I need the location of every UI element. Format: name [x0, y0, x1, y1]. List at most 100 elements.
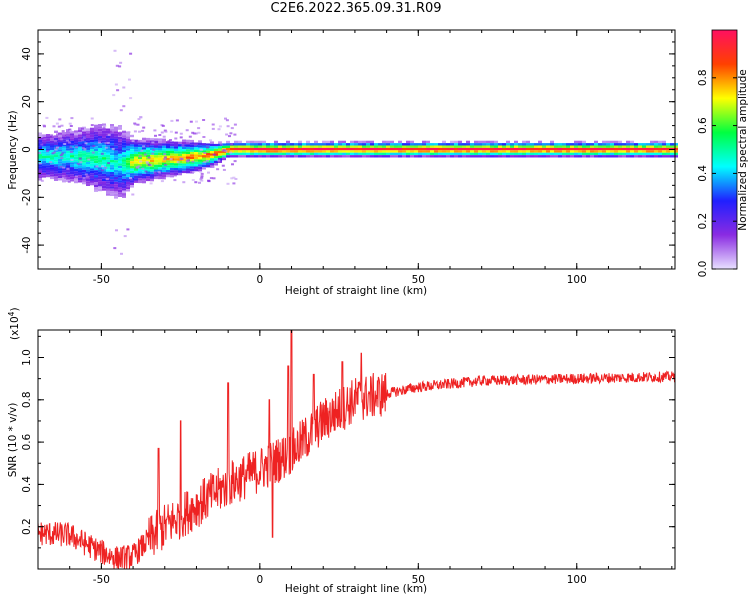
spectrogram-cell	[74, 173, 78, 176]
spectrogram-cell	[234, 143, 238, 146]
spectrogram-cell	[542, 143, 546, 146]
spectrogram-cell	[350, 152, 354, 156]
spectrogram-cell	[78, 158, 82, 161]
spectrogram-cell	[146, 178, 150, 182]
spectrogram-cell	[366, 143, 370, 146]
spectrogram-cell	[250, 155, 254, 158]
spectrogram-cell	[106, 157, 110, 160]
spectrogram-cell	[58, 149, 62, 152]
spectrogram-cell	[138, 159, 142, 162]
spectrogram-cell	[290, 155, 294, 158]
spectrogram-cell	[398, 143, 402, 146]
spectrogram-cell	[106, 181, 110, 184]
spectrogram-cell	[90, 127, 94, 131]
spectrogram-noise-cell	[107, 133, 111, 136]
spectrogram-cell	[382, 152, 386, 156]
spectrogram-cell	[114, 141, 118, 144]
spectrogram-noise-cell	[69, 150, 73, 153]
spectrogram-cell	[190, 142, 194, 145]
spectrogram-cell	[194, 142, 198, 145]
spectrogram-noise-cell	[131, 193, 135, 196]
spectrogram-cell	[346, 150, 350, 153]
spectrogram-cell	[138, 175, 142, 179]
spectrogram-cell	[478, 150, 482, 153]
spectrogram-cell	[202, 145, 206, 148]
spectrogram-cell	[426, 150, 430, 153]
spectrogram-cell	[434, 147, 438, 151]
spectrogram-cell	[78, 165, 82, 169]
spectrogram-cell	[482, 140, 486, 144]
spectrogram-cell	[122, 154, 126, 158]
spectrogram-cell	[70, 162, 74, 165]
spectrogram-cell	[466, 143, 470, 146]
spectrogram-cell	[102, 181, 106, 184]
spectrogram-noise-cell	[160, 180, 164, 183]
spectrogram-cell	[382, 140, 386, 144]
spectrogram-noise-cell	[95, 165, 99, 168]
spectrogram-cell	[674, 152, 678, 156]
spectrogram-cell	[170, 167, 174, 171]
spectrogram-cell	[354, 140, 358, 144]
spectrogram-cell	[134, 161, 138, 164]
spectrogram-cell	[450, 147, 454, 151]
spectrogram-cell	[102, 137, 106, 141]
spectrogram-cell	[270, 152, 274, 156]
spectrogram-cell	[130, 175, 134, 178]
spectrogram-cell	[506, 145, 510, 148]
spectrogram-cell	[518, 152, 522, 156]
spectrogram-cell	[102, 159, 106, 162]
spectrogram-cell	[126, 150, 130, 154]
spectrogram-cell	[550, 143, 554, 146]
spectrogram-noise-cell	[192, 132, 196, 135]
spectrogram-cell	[386, 155, 390, 158]
spectrogram-cell	[654, 155, 658, 158]
spectrogram-cell	[650, 155, 654, 158]
spectrogram-cell	[186, 151, 190, 155]
spectrogram-cell	[150, 138, 154, 141]
spectrogram-cell	[346, 155, 350, 158]
spectrogram-cell	[150, 169, 154, 172]
spectrogram-noise-cell	[92, 145, 96, 147]
spectrogram-cell	[118, 163, 122, 166]
spectrogram-cell	[422, 155, 426, 158]
spectrogram-cell	[42, 158, 46, 161]
spectrogram-cell	[66, 155, 70, 158]
spectrogram-cell	[622, 152, 626, 156]
spectrogram-cell	[102, 171, 106, 174]
spectrogram-noise-cell	[191, 179, 195, 181]
spectrogram-cell	[70, 171, 74, 175]
spectrogram-cell	[358, 150, 362, 153]
spectrogram-cell	[590, 150, 594, 153]
spectrogram-cell	[38, 146, 42, 150]
spectrogram-cell	[138, 180, 142, 184]
spectrogram-cell	[286, 140, 290, 144]
spectrogram-noise-cell	[119, 109, 123, 112]
spectrogram-cell	[290, 150, 294, 153]
spectrogram-cell	[398, 140, 402, 144]
spectrogram-cell	[110, 131, 114, 134]
spectrogram-cell	[86, 162, 90, 165]
spectrogram-cell	[626, 152, 630, 156]
spectrogram-cell	[242, 145, 246, 148]
spectrogram-cell	[190, 159, 194, 162]
spectrogram-cell	[434, 152, 438, 156]
spectrogram-cell	[174, 168, 178, 171]
spectrogram-cell	[86, 152, 90, 155]
spectrogram-cell	[374, 143, 378, 146]
spectrogram-cell	[82, 162, 86, 166]
spectrogram-cell	[158, 148, 162, 151]
spectrogram-cell	[418, 147, 422, 151]
spectrogram-cell	[438, 155, 442, 158]
spectrogram-cell	[642, 147, 646, 151]
spectrogram-cell	[142, 140, 146, 143]
spectrogram-cell	[138, 166, 142, 169]
spectrogram-cell	[130, 134, 134, 138]
spectrogram-cell	[370, 147, 374, 151]
spectrogram-cell	[110, 174, 114, 177]
spectrogram-noise-cell	[40, 179, 44, 182]
spectrogram-noise-cell	[70, 117, 74, 120]
spectrogram-noise-cell	[160, 131, 164, 134]
spectrogram-cell	[550, 150, 554, 153]
snr-frame	[37, 329, 676, 570]
spectrogram-cell	[118, 185, 122, 188]
